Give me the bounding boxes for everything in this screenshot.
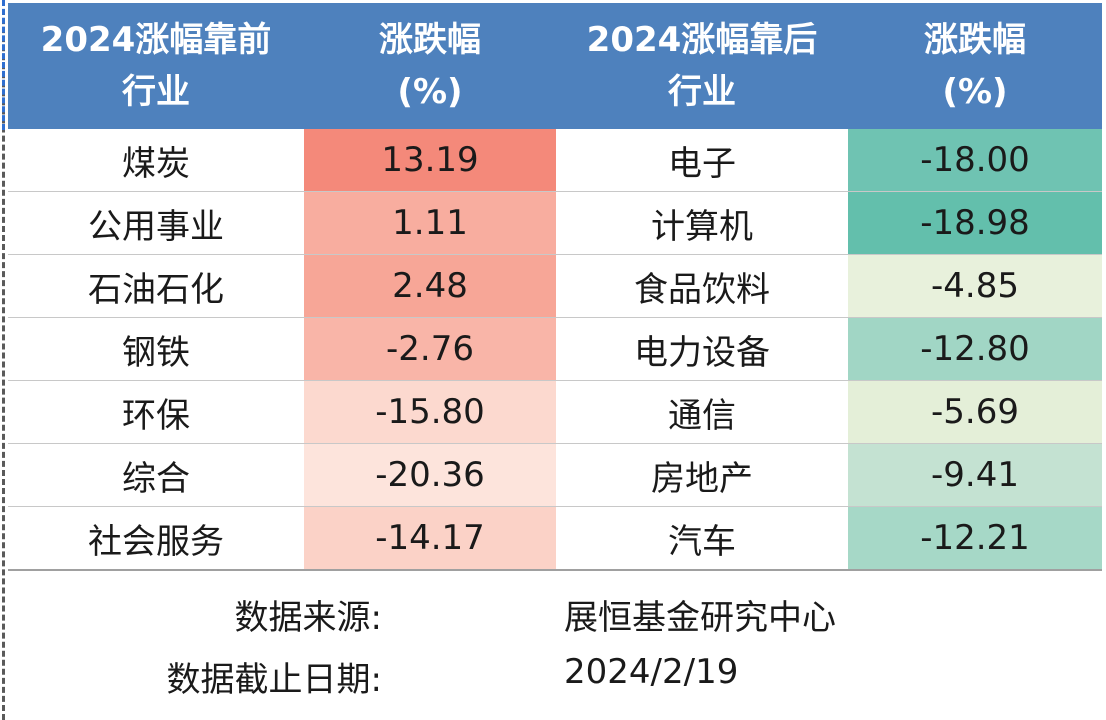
header-top-change-line2: (%): [397, 72, 463, 112]
table-footer: 数据来源: 展恒基金研究中心 数据截止日期: 2024/2/19: [8, 578, 1102, 702]
bottom-industry-name: 计算机: [556, 191, 848, 255]
top-industry-change: -2.76: [304, 317, 556, 381]
left-selection-border: [2, 0, 5, 130]
top-industry-change: -15.80: [304, 380, 556, 444]
date-row: 数据截止日期: 2024/2/19: [8, 640, 1102, 702]
table-header-row: 2024涨幅靠前 行业 涨跌幅 (%) 2024涨幅靠后 行业 涨跌幅 (%): [8, 3, 1102, 129]
top-industry-change: -14.17: [304, 506, 556, 571]
bottom-industry-name: 房地产: [556, 443, 848, 507]
header-bottom-change-line1: 涨跌幅: [924, 20, 1026, 60]
bottom-industry-change: -9.41: [848, 443, 1102, 507]
bottom-industry-name: 通信: [556, 380, 848, 444]
bottom-industry-change: -5.69: [848, 380, 1102, 444]
top-industry-change: -20.36: [304, 443, 556, 507]
source-label: 数据来源:: [234, 598, 382, 638]
header-top-change: 涨跌幅 (%): [304, 3, 556, 129]
bottom-industry-name: 电力设备: [556, 317, 848, 381]
bottom-industry-name: 汽车: [556, 506, 848, 571]
top-industry-name: 公用事业: [8, 191, 304, 255]
bottom-industry-name: 食品饮料: [556, 254, 848, 318]
top-industry-change: 2.48: [304, 254, 556, 318]
table-row: 社会服务 -14.17 汽车 -12.21: [8, 506, 1102, 571]
bottom-industry-change: -18.98: [848, 191, 1102, 255]
bottom-industry-change: -18.00: [848, 129, 1102, 192]
date-label: 数据截止日期:: [166, 660, 382, 700]
bottom-industry-change: -4.85: [848, 254, 1102, 318]
header-bottom-change-line2: (%): [942, 72, 1008, 112]
top-industry-name: 钢铁: [8, 317, 304, 381]
table-row: 煤炭 13.19 电子 -18.00: [8, 129, 1102, 192]
date-value: 2024/2/19: [564, 652, 739, 692]
header-bottom-industry-line2: 行业: [668, 72, 736, 112]
top-industry-name: 环保: [8, 380, 304, 444]
header-bottom-industry: 2024涨幅靠后 行业: [556, 3, 848, 129]
header-bottom-change: 涨跌幅 (%): [848, 3, 1102, 129]
top-industry-name: 社会服务: [8, 506, 304, 571]
source-row: 数据来源: 展恒基金研究中心: [8, 578, 1102, 640]
top-industry-name: 煤炭: [8, 129, 304, 192]
table-row: 石油石化 2.48 食品饮料 -4.85: [8, 254, 1102, 318]
table-row: 环保 -15.80 通信 -5.69: [8, 380, 1102, 444]
table-row: 钢铁 -2.76 电力设备 -12.80: [8, 317, 1102, 381]
bottom-industry-change: -12.80: [848, 317, 1102, 381]
bottom-industry-name: 电子: [556, 129, 848, 192]
top-industry-name: 石油石化: [8, 254, 304, 318]
top-industry-change: 1.11: [304, 191, 556, 255]
source-value: 展恒基金研究中心: [564, 598, 836, 638]
bottom-industry-change: -12.21: [848, 506, 1102, 571]
table-row: 综合 -20.36 房地产 -9.41: [8, 443, 1102, 507]
header-top-industry: 2024涨幅靠前 行业: [8, 3, 304, 129]
header-top-industry-line2: 行业: [122, 72, 190, 112]
industry-performance-table: 2024涨幅靠前 行业 涨跌幅 (%) 2024涨幅靠后 行业 涨跌幅 (%) …: [8, 3, 1102, 571]
top-industry-change: 13.19: [304, 129, 556, 192]
left-dashed-border: [2, 0, 5, 720]
header-bottom-industry-line1: 2024涨幅靠后: [586, 20, 818, 60]
header-top-industry-line1: 2024涨幅靠前: [40, 20, 272, 60]
top-industry-name: 综合: [8, 443, 304, 507]
header-top-change-line1: 涨跌幅: [379, 20, 481, 60]
table-row: 公用事业 1.11 计算机 -18.98: [8, 191, 1102, 255]
